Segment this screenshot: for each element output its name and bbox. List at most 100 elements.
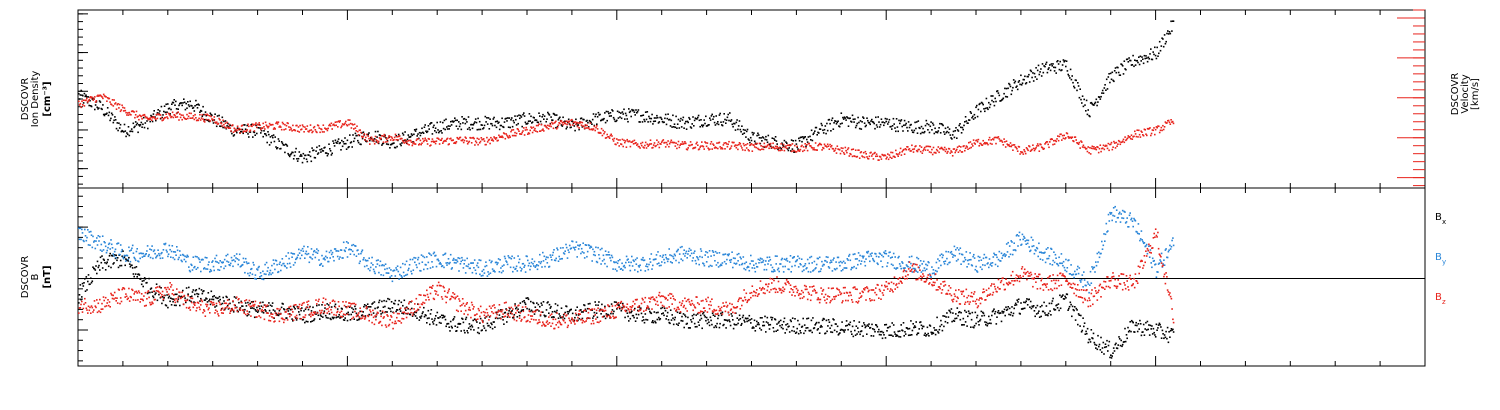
data-point	[94, 104, 97, 106]
data-point	[400, 144, 402, 147]
data-point	[190, 112, 192, 115]
data-point	[878, 159, 880, 161]
data-point	[333, 316, 335, 319]
data-point	[320, 151, 322, 153]
data-point	[1095, 148, 1098, 151]
data-point	[1051, 300, 1054, 302]
data-point	[1168, 121, 1171, 124]
data-point	[1120, 339, 1122, 342]
data-point	[186, 107, 188, 109]
data-point	[669, 322, 671, 325]
data-point	[467, 331, 469, 334]
data-point	[954, 151, 956, 154]
data-point	[358, 318, 361, 320]
data-point	[263, 126, 265, 128]
data-point	[1119, 74, 1122, 76]
data-point	[624, 316, 626, 319]
data-point	[248, 274, 251, 277]
data-point	[1138, 56, 1140, 58]
data-point	[147, 255, 150, 258]
data-point	[811, 331, 813, 334]
data-point	[1022, 307, 1024, 310]
data-point	[687, 316, 689, 319]
data-point	[304, 126, 306, 128]
data-point	[718, 326, 721, 329]
data-point	[570, 126, 572, 129]
data-point	[722, 121, 725, 123]
data-point	[478, 142, 481, 144]
data-point	[490, 136, 492, 139]
data-point	[903, 153, 906, 155]
data-point	[1169, 330, 1172, 332]
data-point	[669, 125, 672, 127]
data-point	[720, 314, 723, 317]
data-point	[768, 147, 770, 150]
data-point	[843, 116, 846, 118]
data-point	[898, 335, 900, 338]
data-point	[576, 125, 579, 128]
data-point	[515, 132, 518, 135]
data-point	[952, 130, 955, 133]
data-point	[775, 147, 778, 150]
data-point	[149, 248, 151, 250]
data-point	[751, 327, 754, 329]
data-point	[470, 328, 472, 331]
data-point	[118, 127, 121, 129]
data-point	[491, 323, 493, 326]
data-point	[438, 138, 440, 140]
data-point	[1117, 139, 1120, 142]
data-point	[188, 112, 191, 114]
data-point	[1029, 300, 1032, 303]
data-point	[1089, 153, 1092, 155]
data-point	[875, 324, 878, 327]
data-point	[730, 145, 733, 147]
data-point	[839, 152, 842, 155]
data-point	[126, 114, 128, 116]
data-point	[975, 106, 977, 109]
data-point	[562, 116, 564, 119]
data-point	[84, 228, 86, 231]
data-point	[1127, 135, 1130, 137]
data-point	[119, 244, 122, 246]
data-point	[887, 326, 890, 329]
data-point	[375, 141, 378, 143]
data-point	[1110, 357, 1113, 359]
data-point	[666, 117, 669, 120]
data-point	[381, 264, 384, 266]
data-point	[383, 299, 385, 302]
data-point	[623, 108, 625, 111]
data-point	[1122, 73, 1125, 75]
data-point	[640, 312, 643, 315]
data-point	[122, 131, 125, 133]
data-point	[713, 115, 715, 118]
data-point	[141, 118, 143, 120]
data-point	[170, 116, 172, 119]
data-point	[1087, 109, 1089, 111]
data-point	[1136, 59, 1138, 62]
data-point	[1096, 348, 1099, 351]
data-point	[912, 131, 915, 134]
data-point	[328, 251, 331, 254]
data-point	[547, 113, 550, 115]
data-point	[504, 118, 507, 120]
data-point	[399, 266, 402, 269]
data-point	[449, 253, 452, 256]
data-point	[543, 314, 546, 317]
data-point	[307, 246, 309, 248]
data-point	[605, 136, 608, 139]
data-point	[323, 147, 325, 149]
data-point	[978, 145, 980, 147]
data-point	[778, 320, 780, 323]
data-point	[676, 147, 678, 150]
data-point	[427, 261, 430, 264]
data-point	[659, 318, 662, 320]
data-point	[897, 155, 899, 157]
data-point	[980, 142, 982, 145]
data-point	[78, 98, 81, 100]
data-point	[551, 311, 554, 313]
data-point	[473, 329, 475, 331]
data-point	[1049, 64, 1051, 66]
data-point	[373, 140, 375, 143]
data-point	[180, 102, 183, 104]
data-point	[257, 124, 260, 126]
